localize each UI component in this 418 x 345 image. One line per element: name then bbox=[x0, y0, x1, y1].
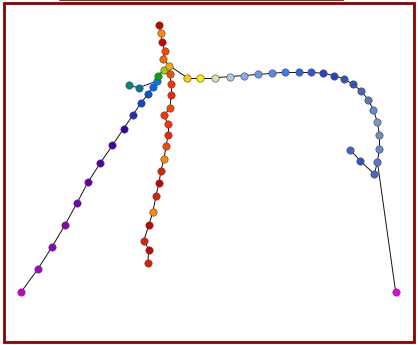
Point bbox=[153, 78, 160, 84]
Point bbox=[61, 223, 68, 228]
Point bbox=[155, 180, 162, 186]
Point bbox=[166, 63, 172, 68]
Point bbox=[163, 144, 169, 149]
Point bbox=[125, 83, 132, 88]
Point bbox=[167, 72, 173, 77]
Point bbox=[197, 75, 204, 80]
Point bbox=[140, 238, 147, 244]
Point bbox=[161, 156, 167, 161]
Point bbox=[155, 22, 162, 27]
Point bbox=[120, 126, 127, 131]
Point bbox=[150, 209, 156, 215]
Point bbox=[255, 72, 261, 77]
Point bbox=[282, 69, 289, 75]
Point bbox=[97, 160, 104, 166]
Point bbox=[165, 121, 171, 127]
Point bbox=[85, 179, 92, 185]
Point bbox=[161, 113, 167, 118]
Point bbox=[129, 113, 136, 118]
Point bbox=[374, 119, 381, 125]
Point bbox=[376, 146, 383, 151]
Point bbox=[158, 31, 164, 36]
Point bbox=[145, 247, 152, 252]
Point bbox=[167, 105, 173, 110]
Point bbox=[358, 88, 364, 94]
Point bbox=[168, 93, 174, 98]
Point bbox=[158, 168, 164, 174]
Point bbox=[145, 260, 151, 266]
Point bbox=[153, 194, 159, 199]
Point bbox=[295, 69, 302, 75]
Point bbox=[48, 245, 55, 250]
Point bbox=[160, 56, 166, 62]
Point bbox=[365, 97, 372, 103]
Point bbox=[376, 132, 383, 138]
Point bbox=[227, 74, 233, 79]
Point bbox=[18, 289, 25, 294]
Point bbox=[161, 67, 167, 73]
Point bbox=[162, 48, 168, 54]
Point bbox=[150, 84, 156, 89]
Point bbox=[370, 107, 377, 112]
Point bbox=[374, 159, 381, 165]
Point bbox=[211, 75, 218, 80]
Point bbox=[240, 73, 247, 78]
Point bbox=[74, 200, 80, 206]
Point bbox=[155, 73, 161, 78]
Point bbox=[145, 223, 152, 228]
Point bbox=[158, 39, 165, 45]
Point bbox=[168, 82, 174, 87]
Point bbox=[347, 147, 354, 152]
Point bbox=[165, 132, 171, 138]
Point bbox=[135, 85, 142, 90]
Point bbox=[307, 69, 314, 75]
Point bbox=[371, 171, 378, 177]
Point bbox=[357, 158, 364, 164]
Point bbox=[392, 289, 399, 294]
Point bbox=[331, 73, 337, 78]
Point bbox=[341, 76, 347, 81]
Point bbox=[269, 70, 275, 76]
Point bbox=[350, 82, 357, 87]
Point bbox=[109, 142, 116, 148]
Point bbox=[319, 70, 326, 76]
Point bbox=[138, 100, 144, 106]
Point bbox=[145, 91, 151, 97]
Point bbox=[184, 75, 191, 80]
Point bbox=[34, 267, 41, 272]
